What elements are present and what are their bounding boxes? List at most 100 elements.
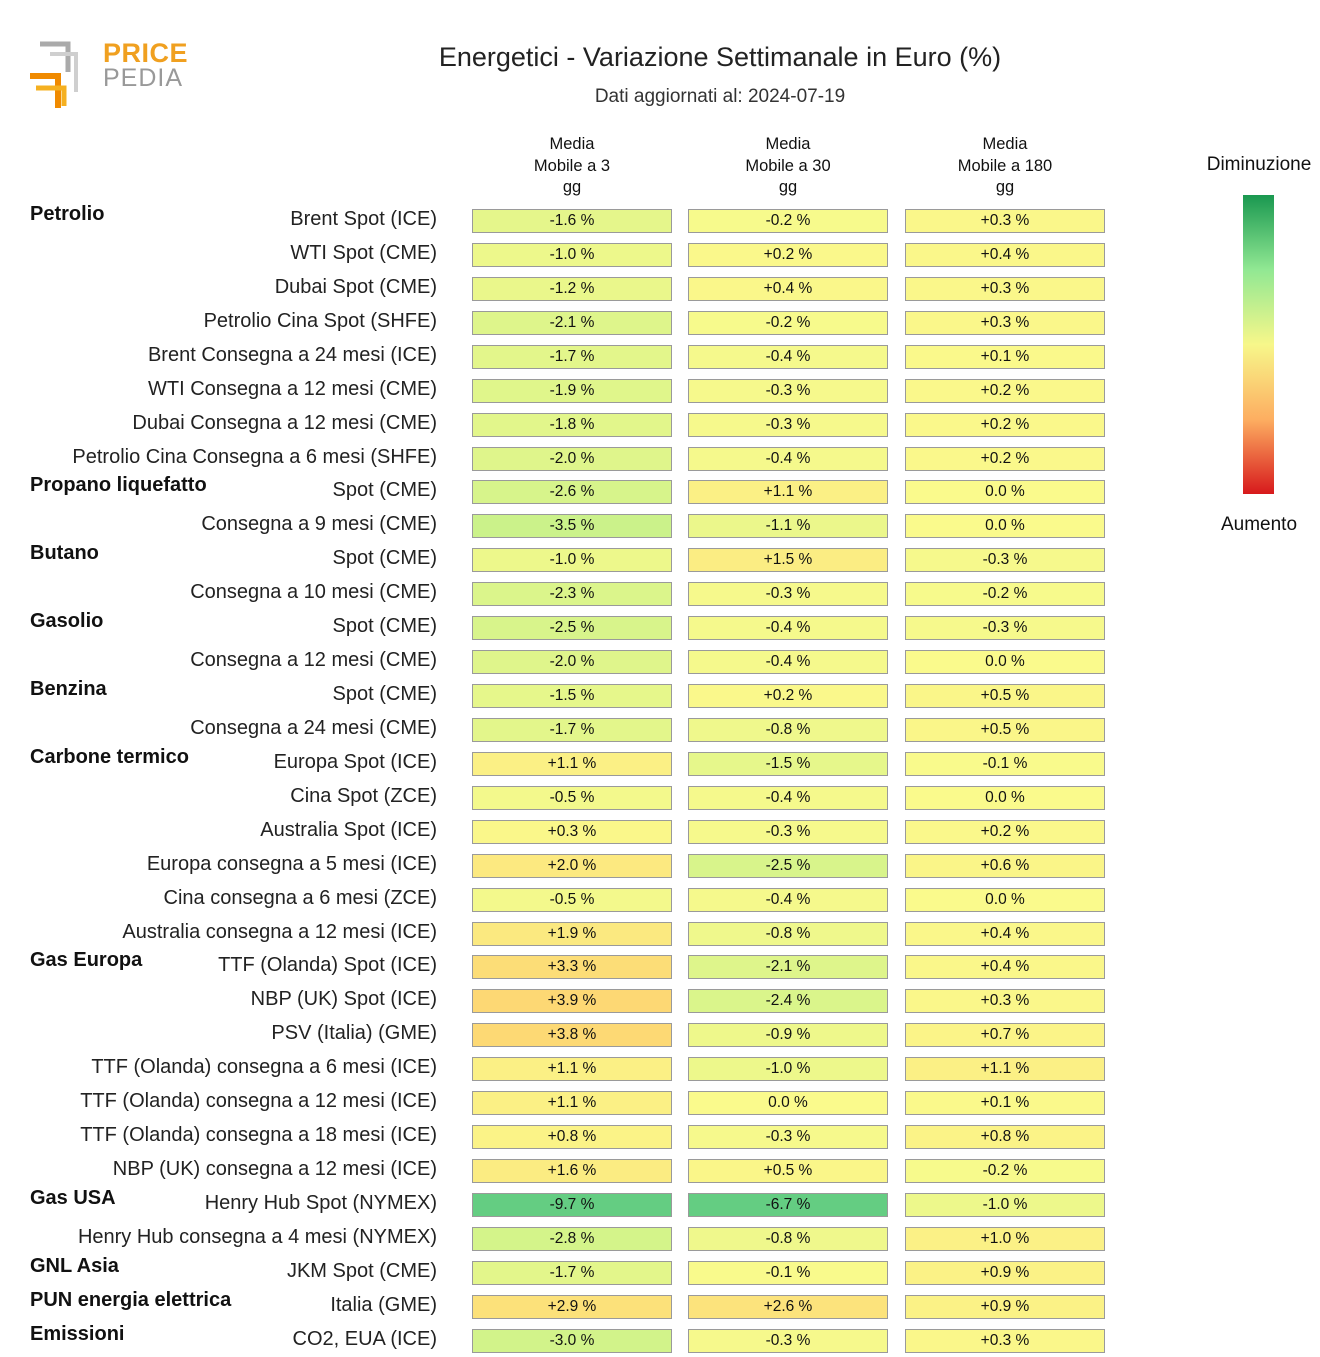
heatmap-cell: -0.2 % — [905, 1159, 1105, 1184]
row-label: Brent Consegna a 24 mesi (ICE) — [147, 343, 437, 366]
heatmap-cell: -1.1 % — [688, 514, 888, 539]
heatmap-cell: 0.0 % — [905, 785, 1105, 810]
heatmap-cell: -1.0 % — [905, 1192, 1105, 1217]
row-label: Consegna a 24 mesi (CME) — [190, 716, 437, 739]
heatmap-cell: +2.9 % — [472, 1294, 672, 1319]
group-label: PUN energia elettrica — [30, 1288, 232, 1311]
heatmap-cell: -9.7 % — [472, 1192, 672, 1217]
column-header: Media Mobile a 180 gg — [957, 135, 1053, 196]
row-label: Petrolio Cina Consegna a 6 mesi (SHFE) — [72, 445, 437, 468]
heatmap-cell: +0.7 % — [905, 1023, 1105, 1048]
row-label: TTF (Olanda) consegna a 12 mesi (ICE) — [80, 1090, 437, 1113]
row-label: JKM Spot (CME) — [286, 1259, 437, 1282]
heatmap-cell: +0.6 % — [905, 853, 1105, 878]
heatmap-cell: +0.4 % — [905, 921, 1105, 946]
heatmap-cell: +0.2 % — [688, 242, 888, 267]
heatmap-cell: -0.4 % — [688, 785, 888, 810]
group-label: Carbone termico — [30, 745, 189, 768]
group-label: Butano — [30, 542, 99, 565]
heatmap-cell: +0.2 % — [905, 819, 1105, 844]
row-label: Spot (CME) — [332, 683, 437, 706]
row-label: NBP (UK) consegna a 12 mesi (ICE) — [112, 1158, 437, 1181]
group-label: Emissioni — [30, 1322, 125, 1345]
row-label: Europa Spot (ICE) — [273, 750, 437, 773]
row-label: Consegna a 10 mesi (CME) — [190, 581, 437, 604]
row-label: WTI Consegna a 12 mesi (CME) — [148, 377, 437, 400]
row-label: Henry Hub Spot (NYMEX) — [204, 1191, 437, 1214]
pricepedia-logo-icon — [28, 36, 188, 112]
heatmap-cell: -1.9 % — [472, 378, 672, 403]
heatmap-cell: -1.0 % — [688, 1057, 888, 1082]
heatmap-cell: +0.5 % — [688, 1159, 888, 1184]
heatmap-cell: -0.9 % — [688, 1023, 888, 1048]
heatmap-cell: +0.3 % — [905, 209, 1105, 233]
row-label: WTI Spot (CME) — [290, 241, 437, 264]
row-label: CO2, EUA (ICE) — [292, 1327, 437, 1350]
heatmap-cell: 0.0 % — [905, 650, 1105, 675]
heatmap-cell: -1.5 % — [472, 684, 672, 709]
heatmap-cell: +1.6 % — [472, 1159, 672, 1184]
heatmap-cell: -1.5 % — [688, 751, 888, 776]
heatmap-cell: +3.8 % — [472, 1023, 672, 1048]
row-label: Italia (GME) — [330, 1293, 437, 1316]
heatmap-cell: -6.7 % — [688, 1192, 888, 1217]
heatmap-cell: +0.2 % — [905, 412, 1105, 437]
heatmap-cell: 0.0 % — [905, 480, 1105, 505]
heatmap-cell: +0.4 % — [905, 955, 1105, 980]
heatmap-cell: -2.1 % — [472, 310, 672, 335]
heatmap-cell: -0.3 % — [688, 378, 888, 403]
heatmap-cell: -3.0 % — [472, 1328, 672, 1353]
row-label: Cina consegna a 6 mesi (ZCE) — [163, 886, 437, 909]
heatmap-cell: -0.3 % — [905, 616, 1105, 641]
heatmap-cell: +1.1 % — [905, 1057, 1105, 1082]
heatmap-cell: +0.1 % — [905, 1091, 1105, 1116]
heatmap-cell: +1.1 % — [472, 1091, 672, 1116]
heatmap-cell: -0.3 % — [688, 582, 888, 607]
heatmap-cell: +0.3 % — [472, 819, 672, 844]
heatmap-cell: +1.0 % — [905, 1226, 1105, 1251]
row-label: Consegna a 9 mesi (CME) — [201, 513, 437, 536]
row-label: Petrolio Cina Spot (SHFE) — [203, 309, 437, 332]
heatmap-cell: -0.3 % — [688, 1125, 888, 1150]
heatmap-cell: +0.4 % — [905, 242, 1105, 267]
heatmap-cell: +0.1 % — [905, 344, 1105, 369]
brand-line1: PRICE — [103, 38, 189, 68]
row-label: Australia consegna a 12 mesi (ICE) — [122, 920, 437, 943]
row-label: Henry Hub consegna a 4 mesi (NYMEX) — [77, 1225, 437, 1248]
heatmap-cell: -1.7 % — [472, 717, 672, 742]
heatmap-cell: -1.2 % — [472, 276, 672, 301]
heatmap-cell: -0.1 % — [688, 1260, 888, 1285]
heatmap-cell: -0.4 % — [688, 344, 888, 369]
heatmap-cell: -0.3 % — [688, 412, 888, 437]
row-label: Dubai Spot (CME) — [274, 275, 437, 298]
brand-line2: PEDIA — [103, 64, 184, 92]
heatmap-cell: -1.7 % — [472, 1260, 672, 1285]
heatmap-cell: +0.2 % — [905, 446, 1105, 471]
row-label: NBP (UK) Spot (ICE) — [250, 988, 437, 1011]
heatmap-cell: -0.4 % — [688, 650, 888, 675]
heatmap-cell: -0.3 % — [688, 1328, 888, 1353]
group-label: GNL Asia — [30, 1254, 119, 1277]
heatmap-cell: 0.0 % — [688, 1091, 888, 1116]
heatmap-cell: -2.8 % — [472, 1226, 672, 1251]
row-label: Brent Spot (ICE) — [290, 208, 437, 230]
heatmap-cell: +1.9 % — [472, 921, 672, 946]
heatmap-cell: +2.6 % — [688, 1294, 888, 1319]
heatmap-cell: +0.5 % — [905, 717, 1105, 742]
heatmap-cell: +0.3 % — [905, 276, 1105, 301]
legend-bottom-label: Aumento — [1220, 514, 1298, 535]
heatmap-cell: 0.0 % — [905, 514, 1105, 539]
group-label: Benzina — [30, 678, 107, 701]
heatmap-cell: -1.6 % — [472, 209, 672, 233]
heatmap-cell: +1.1 % — [472, 1057, 672, 1082]
row-label: Consegna a 12 mesi (CME) — [190, 649, 437, 672]
heatmap-cell: -2.6 % — [472, 480, 672, 505]
heatmap-cell: -2.0 % — [472, 446, 672, 471]
heatmap-cell: -2.5 % — [688, 853, 888, 878]
heatmap-cell: -0.4 % — [688, 887, 888, 912]
row-label: Spot (CME) — [332, 547, 437, 570]
heatmap-cell: +0.3 % — [905, 1328, 1105, 1353]
heatmap-cell: +0.3 % — [905, 989, 1105, 1014]
heatmap-cell: -2.4 % — [688, 989, 888, 1014]
row-label: PSV (Italia) (GME) — [271, 1022, 437, 1045]
